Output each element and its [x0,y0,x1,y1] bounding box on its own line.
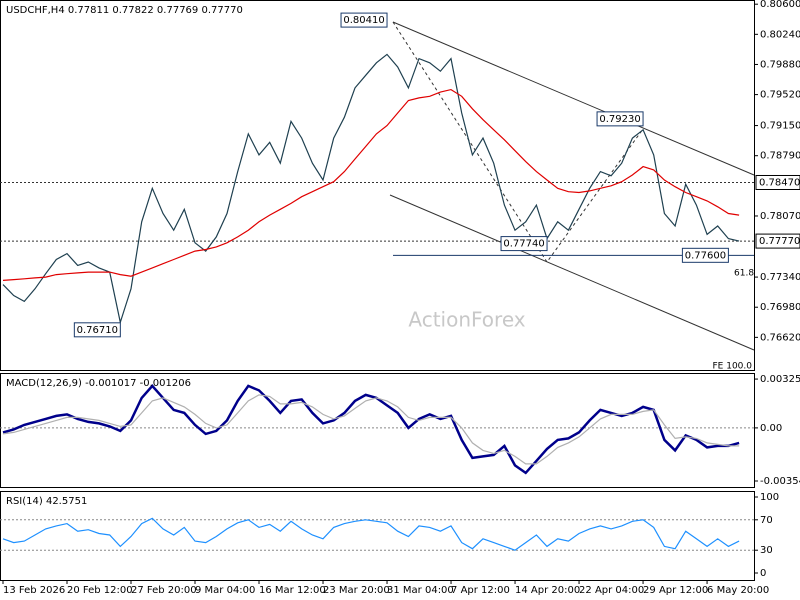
fib-label: 61.8 [734,269,754,279]
y-tick-label: 0.003256 [760,374,800,385]
y-tick-label: 30 [760,545,773,556]
level-label: 0.77770 [759,236,800,247]
price-annotation: 0.80410 [343,15,384,26]
series-line [2,53,740,325]
price-annotation: 0.76710 [77,325,118,336]
y-tick-label: 0.79150 [760,121,800,132]
x-tick-label: 6 May 20:00 [707,585,769,596]
price-annotation: 0.79230 [599,114,640,125]
y-tick-label: 70 [760,515,773,526]
panel-title: MACD(12,26,9) -0.001017 -0.001206 [6,378,191,389]
series-line [2,517,740,551]
x-tick-label: 23 Mar 20:00 [323,585,390,596]
y-tick-label: 0.80240 [760,29,800,40]
price-annotation-box [596,111,644,127]
x-tick-label: 13 Feb 2026 [3,585,65,596]
x-tick-label: 22 Apr 04:00 [579,585,644,596]
y-tick-label: 0.79520 [760,90,800,101]
level-label-box [755,233,800,249]
panel-frame [0,373,755,488]
x-tick-label: 16 Mar 12:00 [259,585,326,596]
watermark: ActionForex [408,308,525,332]
y-tick-label: 0.00 [760,423,782,434]
x-tick-label: 31 Mar 04:00 [387,585,454,596]
channel-upper [392,21,755,176]
panel-title: USDCHF,H4 0.77811 0.77822 0.77769 0.7777… [6,5,243,16]
y-tick-label: 0.78790 [760,151,800,162]
level-label: 0.78470 [759,177,800,188]
x-tick-label: 14 Apr 20:00 [515,585,580,596]
y-tick-label: 0 [760,568,766,579]
panel-title: RSI(14) 42.5751 [6,496,87,507]
price-annotation-box [500,236,548,252]
panel-frame [0,491,755,581]
price-annotation-box [340,12,388,28]
price-annotation: 0.77740 [503,239,544,250]
x-tick-label: 29 Apr 12:00 [643,585,708,596]
y-tick-label: 0.77340 [760,272,800,283]
trend-lines [389,21,755,351]
y-tick-label: 0.80600 [760,0,800,10]
price-annotation-box [681,247,729,263]
y-tick-label: 0.76620 [760,332,800,343]
channel-lower [389,194,755,351]
price-annotation-box [73,322,121,338]
series-line [2,394,740,465]
y-tick-label: 0.76980 [760,302,800,313]
x-tick-label: 9 Mar 04:00 [195,585,255,596]
panel-frame [0,0,755,371]
y-tick-label: 0.79880 [760,59,800,70]
y-tick-label: -0.00354 [760,476,800,487]
series-line [2,88,740,281]
price-annotation: 0.77600 [685,250,726,261]
x-tick-label: 27 Feb 20:00 [131,585,197,596]
x-tick-label: 20 Feb 12:00 [67,585,133,596]
level-label-box [755,174,800,190]
y-tick-label: 0.78070 [760,211,800,222]
fib-label: FE 100.0 [713,362,753,372]
y-tick-label: 100 [760,492,779,503]
x-tick-label: 7 Apr 12:00 [451,585,510,596]
